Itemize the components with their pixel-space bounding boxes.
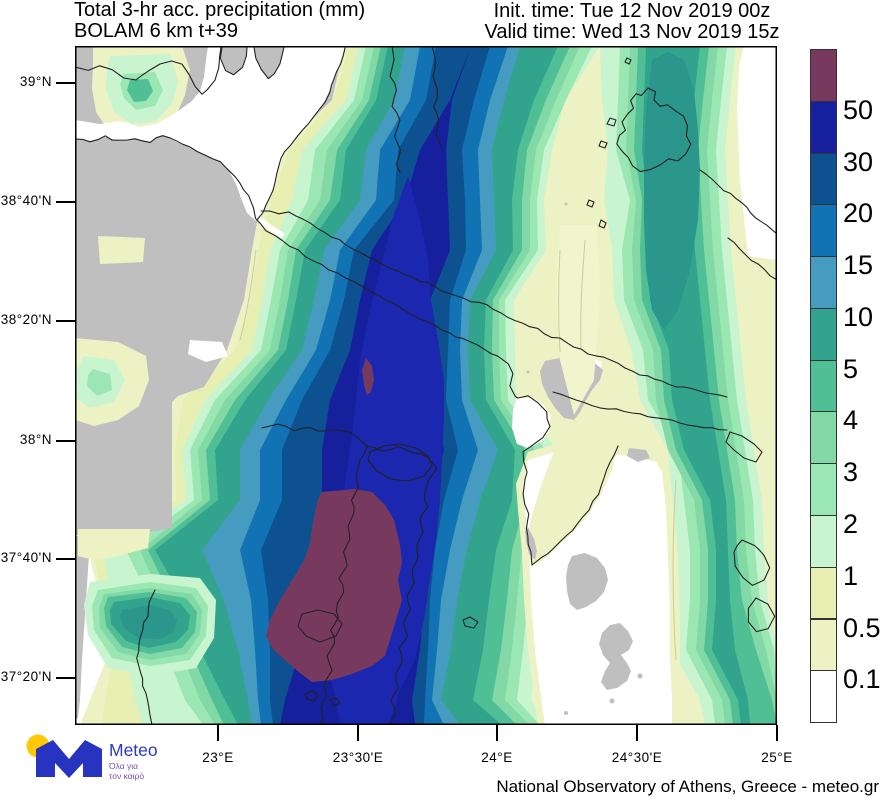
svg-text:τον καιρό: τον καιρό	[109, 771, 144, 781]
svg-text:Όλα για: Όλα για	[108, 761, 138, 771]
svg-text:Meteo: Meteo	[109, 740, 158, 760]
